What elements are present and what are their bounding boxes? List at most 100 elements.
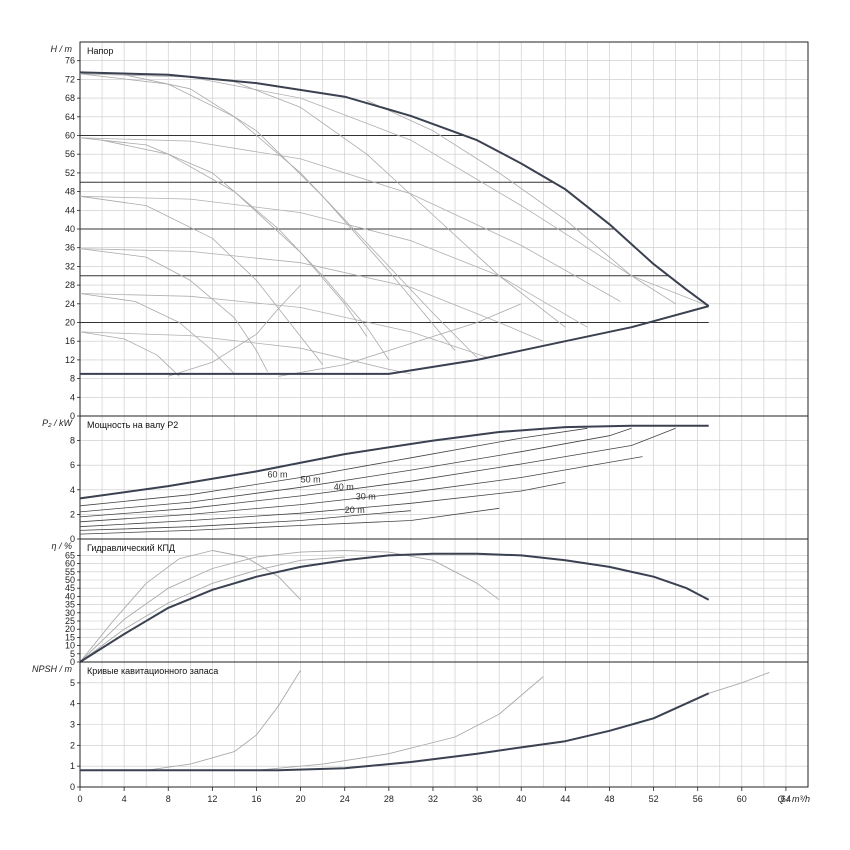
x-tick-label: 56	[693, 794, 703, 804]
y-tick-label: 45	[65, 583, 75, 593]
y-tick-label: 3	[70, 720, 75, 730]
curve-label: 60 m	[268, 470, 288, 480]
y-tick-label: 25	[65, 616, 75, 626]
x-tick-label: 24	[340, 794, 350, 804]
pump-curve	[79, 195, 324, 365]
secondary-curve	[79, 556, 345, 663]
y-tick-label: 35	[65, 600, 75, 610]
panel-2: 0 2 4 6 8 P₂ / kW Мощность на валу P2 60 m 50 m 4…	[42, 415, 809, 544]
y-tick-label: 52	[65, 168, 75, 178]
y-axis-label: η / %	[51, 541, 72, 551]
pump-curve	[79, 137, 390, 361]
pump-curve	[79, 248, 268, 372]
y-tick-label: 2	[70, 740, 75, 750]
y-tick-label: 5	[70, 678, 75, 688]
secondary-curve	[708, 671, 770, 694]
x-axis-label: Q / m³/h	[777, 794, 810, 804]
curve-label: 40 m	[334, 482, 354, 492]
y-tick-label: 56	[65, 149, 75, 159]
envelope-upper	[79, 71, 710, 307]
y-tick-label: 2	[70, 509, 75, 519]
envelope-lower	[80, 305, 709, 375]
pump-curve	[124, 74, 456, 351]
curve-label: 20 m	[345, 505, 365, 515]
speed-curve	[79, 137, 621, 302]
y-tick-label: 32	[65, 261, 75, 271]
x-tick-label: 28	[384, 794, 394, 804]
y-axis-label: H / m	[51, 44, 73, 54]
x-tick-label: 48	[604, 794, 614, 804]
y-tick-label: 20	[65, 318, 75, 328]
pump-curve	[79, 331, 180, 377]
panel-title: Гидравлический КПД	[87, 543, 175, 553]
y-tick-label: 0	[70, 534, 75, 544]
y-tick-label: 0	[70, 411, 75, 421]
speed-curve	[79, 248, 544, 342]
y-tick-label: 4	[70, 392, 75, 402]
curve-label: 30 m	[356, 492, 376, 502]
pump-curve	[278, 303, 522, 377]
power-curve	[79, 507, 500, 535]
y-tick-label: 0	[70, 782, 75, 792]
speed-curve	[79, 195, 588, 328]
pump-curve	[79, 293, 235, 375]
y-tick-label: 44	[65, 205, 75, 215]
secondary-curve	[256, 676, 544, 771]
y-tick-label: 15	[65, 632, 75, 642]
secondary-curve	[146, 670, 301, 771]
power-curve	[79, 510, 411, 531]
y-axis-label: NPSH / m	[32, 664, 73, 674]
y-tick-label: 48	[65, 187, 75, 197]
y-tick-label: 60	[65, 559, 75, 569]
x-tick-label: 4	[122, 794, 127, 804]
power-envelope	[79, 424, 709, 500]
y-tick-label: 72	[65, 74, 75, 84]
power-curve	[79, 427, 676, 518]
y-tick-label: 24	[65, 299, 75, 309]
y-tick-label: 10	[65, 641, 75, 651]
pump-curve	[168, 284, 301, 377]
y-tick-label: 68	[65, 93, 75, 103]
power-curve	[79, 427, 632, 513]
y-tick-label: 40	[65, 224, 75, 234]
x-tick-label: 36	[472, 794, 482, 804]
y-tick-label: 36	[65, 243, 75, 253]
x-tick-label: 40	[516, 794, 526, 804]
y-tick-label: 4	[70, 485, 75, 495]
power-curve	[79, 482, 566, 528]
y-tick-label: 12	[65, 355, 75, 365]
y-tick-label: 0	[70, 657, 75, 667]
y-tick-label: 28	[65, 280, 75, 290]
y-tick-label: 65	[65, 550, 75, 560]
pump-curve	[102, 139, 368, 337]
panel-title: Мощность на валу P2	[87, 420, 178, 430]
curve-label: 50 m	[301, 474, 321, 484]
panel-title: Кривые кавитационного запаса	[87, 666, 218, 676]
speed-curve	[79, 73, 709, 307]
y-tick-label: 5	[70, 649, 75, 659]
y-tick-label: 20	[65, 624, 75, 634]
x-tick-label: 64	[781, 794, 791, 804]
x-tick-label: 32	[428, 794, 438, 804]
main-curve	[80, 692, 710, 772]
y-tick-label: 8	[70, 374, 75, 384]
x-tick-label: 52	[649, 794, 659, 804]
y-tick-label: 60	[65, 131, 75, 141]
y-tick-label: 1	[70, 761, 75, 771]
speed-curve	[79, 331, 411, 375]
y-tick-label: 30	[65, 608, 75, 618]
y-tick-label: 40	[65, 591, 75, 601]
y-tick-label: 6	[70, 460, 75, 470]
x-tick-label: 16	[251, 794, 261, 804]
pump-curve	[234, 81, 566, 328]
speed-curve	[79, 293, 489, 358]
secondary-curve	[79, 550, 500, 663]
y-tick-label: 16	[65, 336, 75, 346]
x-tick-label: 20	[296, 794, 306, 804]
x-tick-label: 0	[77, 794, 82, 804]
panel-title: Напор	[87, 46, 113, 56]
x-tick-label: 12	[207, 794, 217, 804]
